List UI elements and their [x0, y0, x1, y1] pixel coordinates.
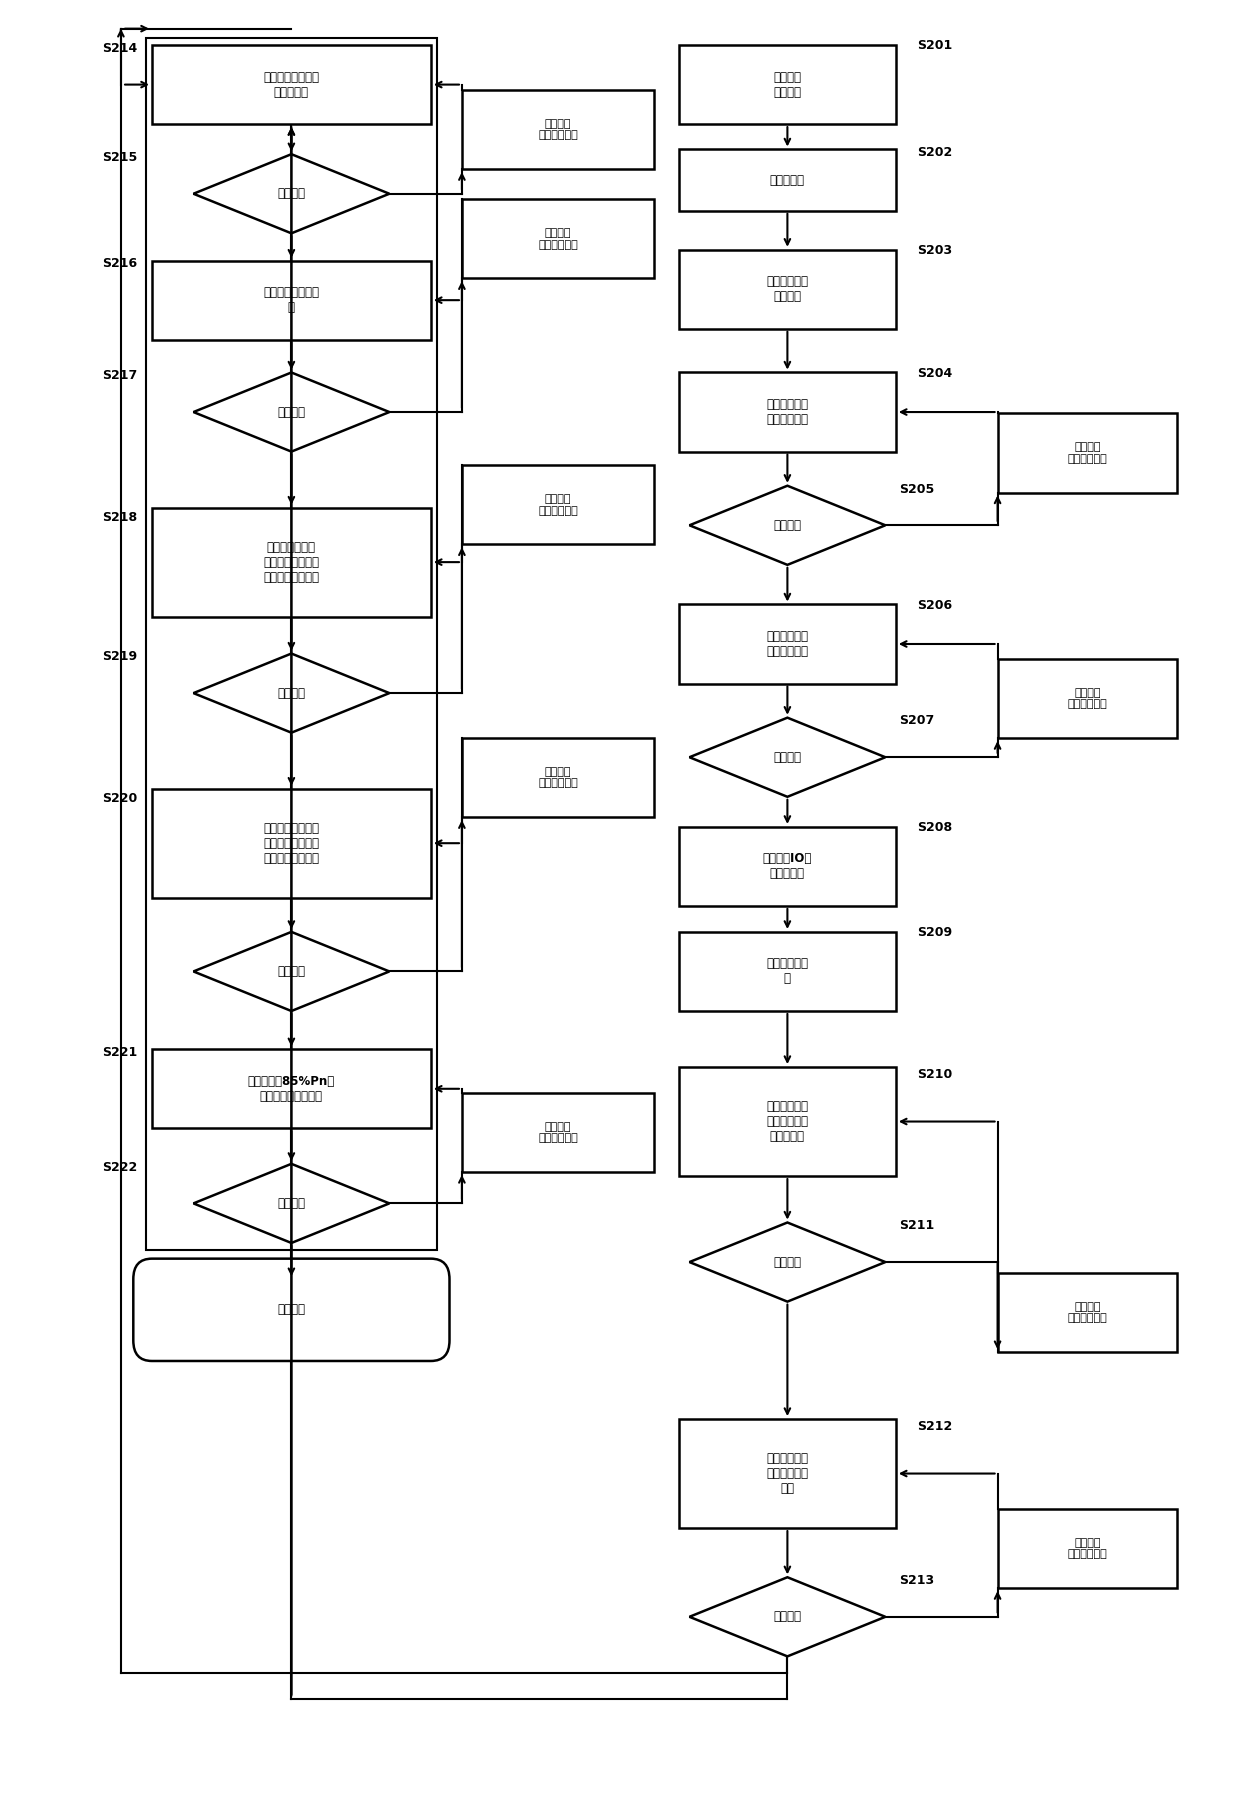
FancyBboxPatch shape [461, 90, 655, 169]
FancyBboxPatch shape [151, 1050, 432, 1129]
Text: S220: S220 [102, 792, 136, 805]
Text: 是否合格: 是否合格 [774, 519, 801, 531]
FancyBboxPatch shape [680, 45, 895, 124]
Text: 是否合格: 是否合格 [278, 686, 305, 699]
Text: 原因分析
（方案调整）: 原因分析 （方案调整） [538, 767, 578, 789]
FancyBboxPatch shape [680, 1066, 895, 1176]
Text: S204: S204 [918, 367, 952, 380]
Text: S215: S215 [102, 151, 136, 164]
Text: S216: S216 [102, 258, 136, 270]
Text: 是否合格: 是否合格 [278, 1198, 305, 1210]
Text: 原因分析
（方案调整）: 原因分析 （方案调整） [1068, 1302, 1107, 1324]
FancyBboxPatch shape [151, 45, 432, 124]
Polygon shape [689, 486, 885, 566]
Text: 保护系统平台
硬件静态测试: 保护系统平台 硬件静态测试 [766, 398, 808, 427]
FancyBboxPatch shape [151, 508, 432, 616]
Text: 基于仿真机平
台下的跳机逻
辑功能验证: 基于仿真机平 台下的跳机逻 辑功能验证 [766, 1100, 808, 1144]
Text: S213: S213 [899, 1574, 934, 1587]
FancyBboxPatch shape [680, 250, 895, 330]
Text: 原因分析
（方案调整）: 原因分析 （方案调整） [538, 493, 578, 515]
Polygon shape [193, 155, 389, 234]
FancyBboxPatch shape [680, 931, 895, 1010]
Text: S210: S210 [918, 1068, 952, 1081]
Text: S218: S218 [102, 511, 136, 524]
Text: 原因分析
（方案调整）: 原因分析 （方案调整） [1068, 688, 1107, 710]
Text: S221: S221 [102, 1046, 136, 1059]
FancyBboxPatch shape [461, 200, 655, 279]
Text: S222: S222 [102, 1160, 136, 1174]
Text: S207: S207 [899, 715, 934, 728]
FancyBboxPatch shape [680, 605, 895, 684]
Text: 液压回路及跳
机电磁阀动作
试验: 液压回路及跳 机电磁阀动作 试验 [766, 1452, 808, 1495]
Text: 控制柜送电: 控制柜送电 [770, 173, 805, 187]
FancyBboxPatch shape [997, 414, 1178, 492]
Polygon shape [689, 1223, 885, 1302]
FancyBboxPatch shape [680, 1419, 895, 1527]
FancyBboxPatch shape [997, 659, 1178, 738]
Text: 是否合格: 是否合格 [774, 751, 801, 764]
Text: 是否合格: 是否合格 [278, 405, 305, 418]
Text: S201: S201 [918, 40, 952, 52]
Polygon shape [193, 931, 389, 1010]
Text: 原因分析
（方案调整）: 原因分析 （方案调整） [538, 229, 578, 250]
Text: S202: S202 [918, 146, 952, 158]
Text: S209: S209 [918, 926, 952, 938]
Text: 是否合格: 是否合格 [774, 1255, 801, 1268]
Text: S211: S211 [899, 1219, 934, 1232]
Polygon shape [689, 1578, 885, 1657]
Text: S206: S206 [918, 598, 952, 612]
Text: 搭建仿真机平
台: 搭建仿真机平 台 [766, 958, 808, 985]
Text: 跳闸阀门油动机试
验: 跳闸阀门油动机试 验 [263, 286, 320, 313]
Text: 汽轮机启动前阀门
活动性、超速保护
装置跳机联调测试: 汽轮机启动前阀门 活动性、超速保护 装置跳机联调测试 [263, 821, 320, 864]
FancyBboxPatch shape [461, 738, 655, 818]
Text: S205: S205 [899, 483, 934, 495]
FancyBboxPatch shape [680, 149, 895, 211]
Text: S208: S208 [918, 821, 952, 834]
Text: S212: S212 [918, 1419, 952, 1434]
Text: 是否合格: 是否合格 [774, 1610, 801, 1623]
Text: 跳机按钮及现场仪
表设备联调: 跳机按钮及现场仪 表设备联调 [263, 70, 320, 99]
FancyBboxPatch shape [133, 1259, 449, 1362]
Text: 保护系统平台
性能试验: 保护系统平台 性能试验 [766, 276, 808, 303]
Text: 原因分析
（方案调整）: 原因分析 （方案调整） [538, 1122, 578, 1144]
FancyBboxPatch shape [461, 465, 655, 544]
FancyBboxPatch shape [680, 373, 895, 452]
Text: S219: S219 [102, 650, 136, 663]
Polygon shape [193, 373, 389, 452]
Text: 与带规岛、反应
堆、发电机保护系
统之间的跳机联调: 与带规岛、反应 堆、发电机保护系 统之间的跳机联调 [263, 540, 320, 584]
Text: S203: S203 [918, 243, 952, 258]
Text: 超速保护装置
静态功能测试: 超速保护装置 静态功能测试 [766, 630, 808, 657]
FancyBboxPatch shape [151, 789, 432, 897]
Text: 原因分析
（返厂更换）: 原因分析 （返厂更换） [1068, 443, 1107, 465]
Polygon shape [193, 654, 389, 733]
Text: 原因分析
（方案调整）: 原因分析 （方案调整） [538, 119, 578, 140]
FancyBboxPatch shape [151, 261, 432, 340]
Text: S217: S217 [102, 369, 136, 382]
Text: 是否合格: 是否合格 [278, 187, 305, 200]
Text: 机组在小于85%Pn功
率下阀门活动性试验: 机组在小于85%Pn功 率下阀门活动性试验 [248, 1075, 335, 1102]
FancyBboxPatch shape [997, 1509, 1178, 1588]
FancyBboxPatch shape [680, 827, 895, 906]
Polygon shape [689, 717, 885, 796]
Text: 是否合格: 是否合格 [278, 965, 305, 978]
Text: 图纸核对
（查线）: 图纸核对 （查线） [774, 70, 801, 99]
Text: 原因分析
（方案调整）: 原因分析 （方案调整） [1068, 1538, 1107, 1560]
Polygon shape [193, 1163, 389, 1243]
Text: 调试结束: 调试结束 [278, 1304, 305, 1317]
FancyBboxPatch shape [997, 1273, 1178, 1353]
Text: 保护系统IO通
道精度测试: 保护系统IO通 道精度测试 [763, 852, 812, 881]
Text: S214: S214 [102, 41, 136, 54]
FancyBboxPatch shape [461, 1093, 655, 1172]
